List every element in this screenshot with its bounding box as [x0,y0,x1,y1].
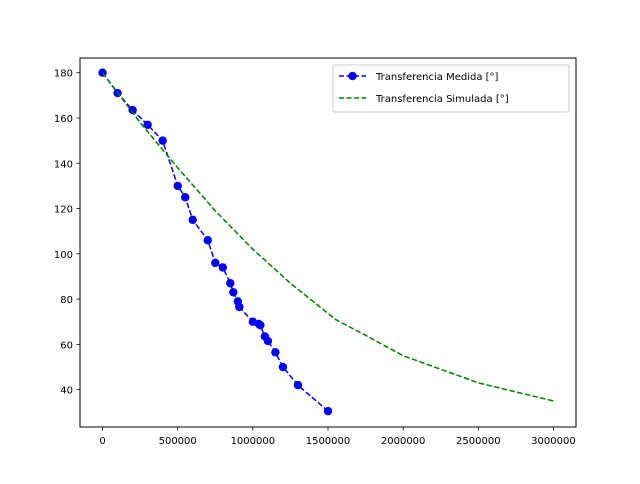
x-tick-label: 2500000 [456,436,501,447]
y-tick-label: 40 [60,386,73,397]
x-tick-label: 0 [99,436,105,447]
x-tick-label: 1500000 [306,436,351,447]
legend-marker-medida [348,71,357,81]
data-point-0 [211,258,220,268]
data-point-0 [263,336,273,346]
data-point-0 [143,120,152,129]
data-point-0 [158,136,167,145]
legend-label-simulada: Transferencia Simulada [°] [375,94,509,105]
x-tick-label: 1000000 [231,436,276,447]
legend-box [332,64,570,113]
x-axis: 0 500000 1000000 1500000 2000000 2500000 30000… [99,427,576,447]
plot-area [80,58,576,427]
y-axis: 40 60 80 100 120 140 160 180 [54,69,80,397]
y-tick-label: 180 [54,69,73,80]
data-point-0 [173,181,182,191]
plot-frame [79,57,577,428]
y-tick-label: 100 [54,250,73,261]
legend-label-medida: Transferencia Medida [°] [375,72,499,83]
x-tick-label: 2000000 [381,436,426,447]
data-point-0 [229,288,238,297]
data-point-0 [278,362,288,372]
y-tick-label: 160 [54,114,73,125]
x-tick-label: 500000 [159,436,197,447]
legend: Transferencia Medida [°] Transferencia S… [332,64,570,113]
x-tick-label: 3000000 [531,436,576,447]
series-line-1 [101,72,554,402]
data-point-0 [293,380,303,390]
data-point-0 [218,263,227,272]
data-point-0 [188,215,197,225]
data-point-0 [323,406,333,416]
data-point-0 [181,193,190,202]
data-point-0 [128,105,137,115]
series-layer [98,68,554,416]
y-tick-label: 140 [54,159,73,170]
data-point-0 [203,236,212,245]
y-tick-label: 60 [60,340,73,351]
data-point-0 [271,348,280,357]
data-point-0 [235,302,244,312]
y-tick-label: 80 [60,295,73,306]
y-tick-label: 120 [54,205,73,216]
data-point-0 [226,279,235,288]
data-point-0 [256,320,265,330]
